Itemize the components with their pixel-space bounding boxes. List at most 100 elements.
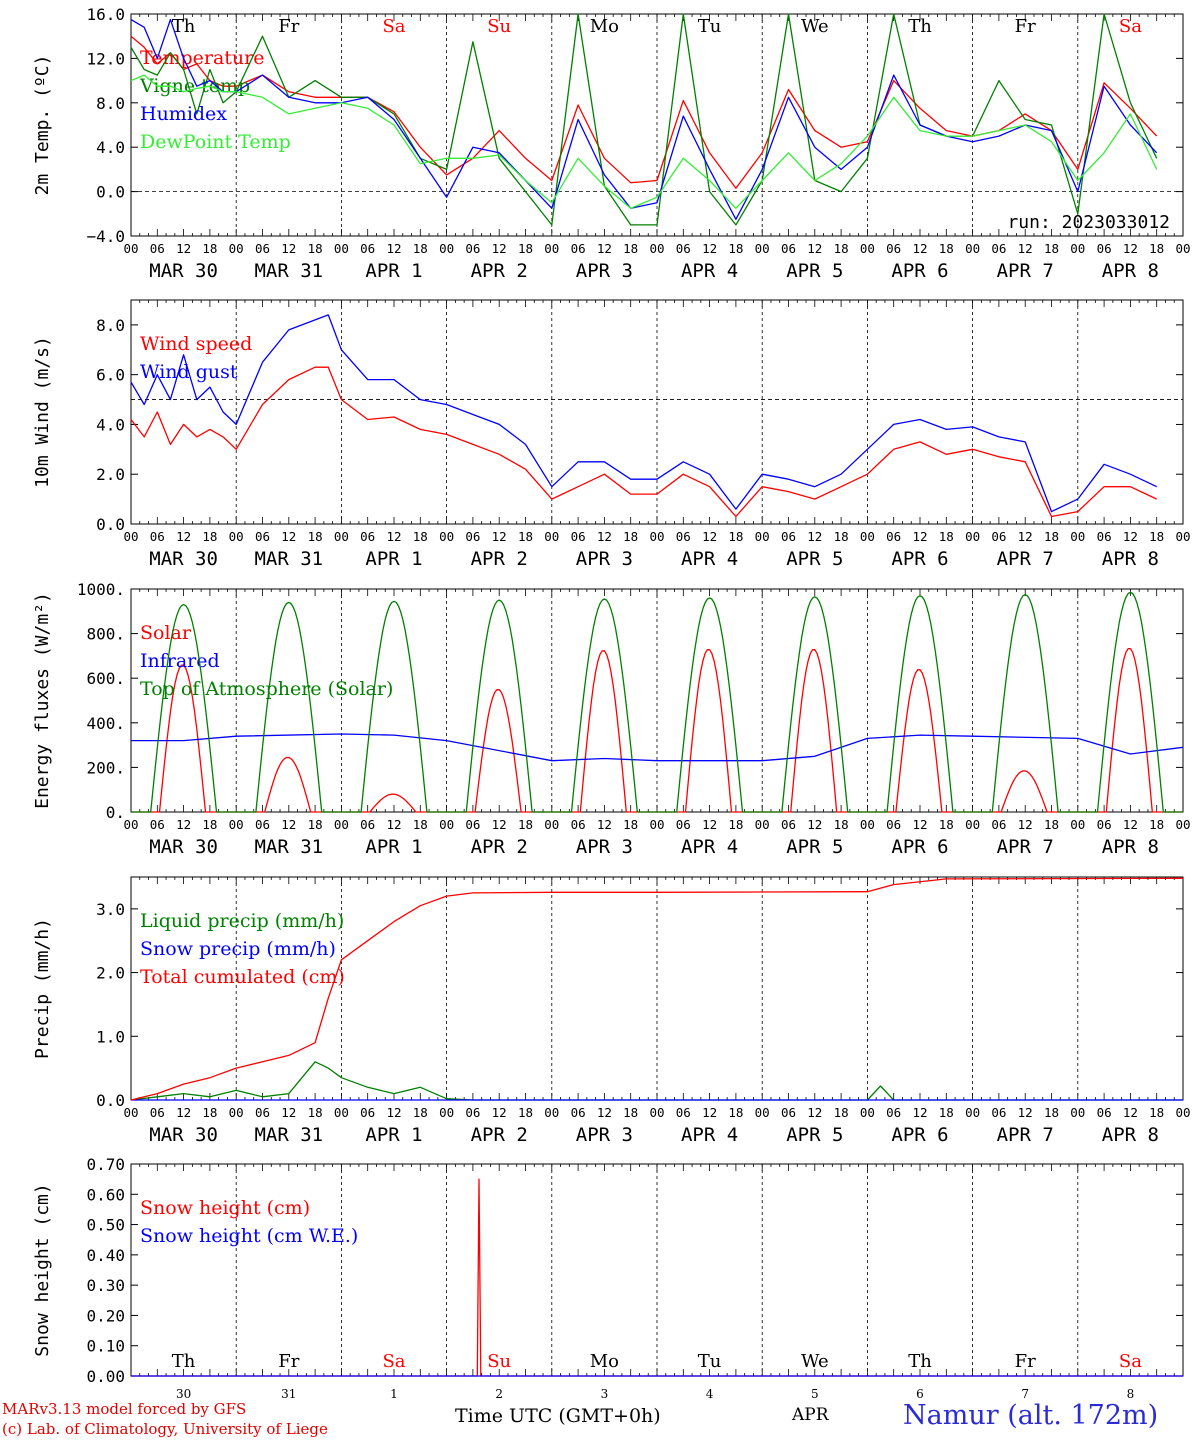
hour-tick-label: 00 (334, 1105, 349, 1120)
hour-tick-label: 18 (308, 817, 323, 832)
panel-frame (130, 299, 1184, 525)
y-tick-label: 400. (86, 714, 125, 733)
hour-tick-label: 00 (544, 1105, 559, 1120)
y-tick-label: 4.0 (96, 138, 125, 157)
y-tick-label: 0.00 (86, 1367, 125, 1386)
hour-tick-label: 12 (597, 817, 612, 832)
hour-tick-label: 18 (1044, 241, 1059, 256)
date-label: APR 3 (576, 836, 633, 858)
legend-entry: Infrared (140, 650, 220, 672)
hour-tick-label: 12 (1123, 817, 1138, 832)
hour-tick-label: 18 (1149, 817, 1164, 832)
y-axis-label: Precip (mm/h) (32, 918, 53, 1059)
y-tick-label: 0.0 (96, 1091, 125, 1110)
hour-tick-label: 06 (255, 241, 270, 256)
hour-tick-label: 06 (991, 241, 1006, 256)
hour-tick-label: 06 (465, 1105, 480, 1120)
hour-tick-label: 00 (334, 241, 349, 256)
y-tick-label: 0.0 (96, 183, 125, 202)
y-tick-label: 0.0 (96, 515, 125, 534)
date-label: MAR 31 (254, 260, 323, 282)
hour-tick-label: 12 (1018, 817, 1033, 832)
hour-tick-label: 12 (386, 529, 401, 544)
date-label: APR 1 (365, 260, 422, 282)
date-label: APR 2 (471, 836, 528, 858)
y-tick-label: 1000. (77, 580, 125, 599)
hour-tick-label: 00 (755, 241, 770, 256)
hour-tick-label: 00 (439, 241, 454, 256)
y-tick-label: 0.70 (86, 1155, 125, 1174)
weekday-label: Th (172, 1351, 196, 1372)
hour-tick-label: 12 (176, 241, 191, 256)
day-number-label: 30 (176, 1387, 191, 1401)
date-label: APR 1 (365, 1124, 422, 1146)
legend-entry: Wind gust (140, 361, 238, 383)
hour-tick-label: 06 (465, 529, 480, 544)
y-tick-label: 0. (106, 803, 125, 822)
date-label: APR 8 (1102, 1124, 1159, 1146)
hour-tick-label: 06 (360, 529, 375, 544)
weekday-label: Sa (382, 1351, 405, 1372)
weekday-label: Tu (698, 1351, 722, 1372)
hour-tick-label: 18 (308, 1105, 323, 1120)
legend-entry: Snow height (cm W.E.) (140, 1225, 358, 1247)
series-line (130, 18, 1158, 220)
hour-tick-label: 12 (1123, 529, 1138, 544)
hour-tick-label: 06 (676, 1105, 691, 1120)
hour-tick-label: 00 (334, 817, 349, 832)
hour-tick-label: 12 (492, 241, 507, 256)
hour-tick-label: 18 (623, 241, 638, 256)
hour-tick-label: 00 (755, 1105, 770, 1120)
hour-tick-label: 06 (255, 1105, 270, 1120)
hour-tick-label: 12 (702, 529, 717, 544)
weekday-label: Mo (590, 16, 619, 37)
hour-tick-label: 06 (781, 241, 796, 256)
date-label: APR 2 (471, 548, 528, 570)
hour-tick-label: 12 (807, 1105, 822, 1120)
weekday-label: Fr (278, 1351, 299, 1372)
hour-tick-label: 18 (308, 241, 323, 256)
date-label: APR 3 (576, 1124, 633, 1146)
hour-tick-label: 12 (176, 529, 191, 544)
hour-tick-label: 06 (255, 529, 270, 544)
day-number-label: 2 (495, 1387, 503, 1401)
y-tick-label: −4.0 (86, 227, 125, 246)
date-label: APR 6 (891, 836, 948, 858)
series-line (130, 366, 1157, 518)
y-tick-label: 200. (86, 758, 125, 777)
hour-tick-label: 06 (886, 529, 901, 544)
hour-tick-label: 12 (492, 1105, 507, 1120)
hour-tick-label: 00 (1070, 529, 1085, 544)
hour-tick-label: 06 (571, 241, 586, 256)
date-label: MAR 30 (149, 260, 218, 282)
hour-tick-label: 00 (439, 529, 454, 544)
y-axis-label: 10m Wind (m/s) (32, 336, 53, 488)
hour-tick-label: 12 (281, 241, 296, 256)
hour-tick-label: 06 (886, 1105, 901, 1120)
date-label: APR 4 (681, 548, 738, 570)
hour-tick-label: 06 (781, 817, 796, 832)
hour-tick-label: 12 (702, 1105, 717, 1120)
date-label: APR 5 (786, 548, 843, 570)
hour-tick-label: 12 (597, 241, 612, 256)
hour-tick-label: 06 (676, 241, 691, 256)
date-label: APR 2 (471, 1124, 528, 1146)
weekday-label: Fr (278, 16, 299, 37)
hour-tick-label: 18 (1149, 529, 1164, 544)
hour-tick-label: 06 (571, 529, 586, 544)
legend-entry: DewPoint Temp (140, 131, 291, 153)
hour-tick-label: 18 (939, 1105, 954, 1120)
hour-tick-label: 12 (386, 241, 401, 256)
hour-tick-label: 06 (571, 817, 586, 832)
date-label: APR 5 (786, 260, 843, 282)
hour-tick-label: 18 (939, 241, 954, 256)
day-number-label: 8 (1127, 1387, 1135, 1401)
weekday-label: Th (908, 16, 932, 37)
hour-tick-label: 12 (1018, 241, 1033, 256)
hour-tick-label: 18 (413, 241, 428, 256)
legend-entry: Vigne temp (139, 75, 250, 97)
series-line (130, 74, 1158, 209)
hour-tick-label: 18 (308, 529, 323, 544)
hour-tick-label: 12 (1123, 1105, 1138, 1120)
